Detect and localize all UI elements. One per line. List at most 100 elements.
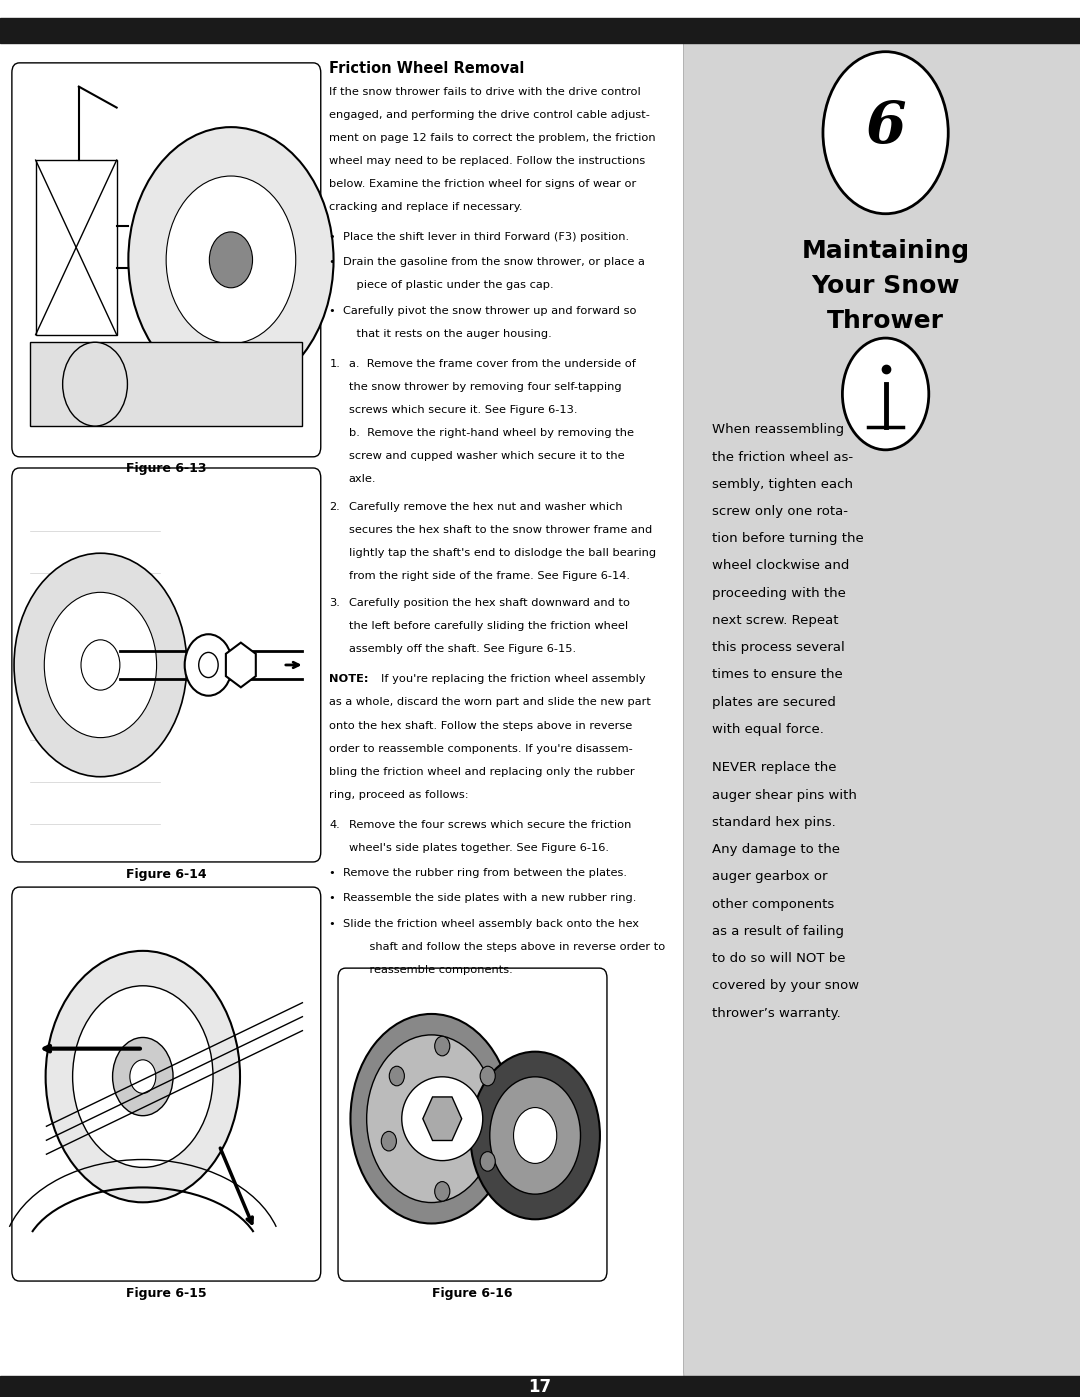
Text: secures the hex shaft to the snow thrower frame and: secures the hex shaft to the snow throwe… bbox=[349, 524, 652, 535]
Text: tion before turning the: tion before turning the bbox=[712, 532, 864, 545]
Circle shape bbox=[351, 1014, 513, 1224]
Bar bbox=[30, 342, 302, 426]
Text: Carefully remove the hex nut and washer which: Carefully remove the hex nut and washer … bbox=[349, 502, 622, 511]
Circle shape bbox=[435, 1182, 450, 1201]
Circle shape bbox=[367, 1035, 497, 1203]
Text: this process several: this process several bbox=[712, 641, 845, 654]
FancyBboxPatch shape bbox=[12, 63, 321, 457]
Text: Thrower: Thrower bbox=[827, 309, 944, 334]
Text: order to reassemble components. If you're disassem-: order to reassemble components. If you'r… bbox=[329, 743, 633, 753]
Text: wheel clockwise and: wheel clockwise and bbox=[712, 560, 849, 573]
Circle shape bbox=[185, 634, 232, 696]
Text: b.  Remove the right-hand wheel by removing the: b. Remove the right-hand wheel by removi… bbox=[349, 427, 634, 437]
Text: covered by your snow: covered by your snow bbox=[712, 979, 859, 992]
Circle shape bbox=[842, 338, 929, 450]
Text: Figure 6-13: Figure 6-13 bbox=[126, 462, 206, 475]
Text: sembly, tighten each: sembly, tighten each bbox=[712, 478, 853, 490]
Text: 2.: 2. bbox=[329, 502, 340, 511]
Text: 4.: 4. bbox=[329, 820, 340, 830]
Text: screw and cupped washer which secure it to the: screw and cupped washer which secure it … bbox=[349, 451, 624, 461]
Text: next screw. Repeat: next screw. Repeat bbox=[712, 615, 838, 627]
Text: Figure 6-14: Figure 6-14 bbox=[126, 868, 206, 880]
Text: 6: 6 bbox=[865, 99, 906, 155]
Text: If the snow thrower fails to drive with the drive control: If the snow thrower fails to drive with … bbox=[329, 87, 642, 96]
Text: piece of plastic under the gas cap.: piece of plastic under the gas cap. bbox=[342, 281, 554, 291]
Text: 17: 17 bbox=[528, 1377, 552, 1396]
Text: When reassembling: When reassembling bbox=[712, 423, 843, 436]
Text: Figure 6-15: Figure 6-15 bbox=[126, 1287, 206, 1299]
Bar bbox=[36, 161, 117, 335]
Text: •  Drain the gasoline from the snow thrower, or place a: • Drain the gasoline from the snow throw… bbox=[329, 257, 645, 267]
Text: screw only one rota-: screw only one rota- bbox=[712, 506, 848, 518]
Text: the left before carefully sliding the friction wheel: the left before carefully sliding the fr… bbox=[349, 622, 627, 631]
Circle shape bbox=[45, 951, 240, 1203]
Circle shape bbox=[823, 52, 948, 214]
Circle shape bbox=[481, 1151, 496, 1171]
Polygon shape bbox=[226, 643, 256, 687]
Circle shape bbox=[63, 342, 127, 426]
Text: the friction wheel as-: the friction wheel as- bbox=[712, 450, 853, 464]
FancyBboxPatch shape bbox=[684, 27, 1080, 1389]
Circle shape bbox=[514, 1108, 557, 1164]
Text: NEVER replace the: NEVER replace the bbox=[712, 761, 836, 774]
FancyBboxPatch shape bbox=[338, 968, 607, 1281]
Text: 1.: 1. bbox=[329, 359, 340, 369]
Text: •  Carefully pivot the snow thrower up and forward so: • Carefully pivot the snow thrower up an… bbox=[329, 306, 637, 316]
Circle shape bbox=[435, 1037, 450, 1056]
Text: Figure 6-16: Figure 6-16 bbox=[432, 1287, 513, 1299]
Text: Any damage to the: Any damage to the bbox=[712, 842, 840, 856]
Text: plates are secured: plates are secured bbox=[712, 696, 836, 708]
Text: a.  Remove the frame cover from the underside of: a. Remove the frame cover from the under… bbox=[349, 359, 636, 369]
Text: assembly off the shaft. See Figure 6-15.: assembly off the shaft. See Figure 6-15. bbox=[349, 644, 576, 654]
Text: ring, proceed as follows:: ring, proceed as follows: bbox=[329, 789, 469, 799]
Text: wheel may need to be replaced. Follow the instructions: wheel may need to be replaced. Follow th… bbox=[329, 156, 646, 166]
Text: auger gearbox or: auger gearbox or bbox=[712, 870, 827, 883]
Text: the snow thrower by removing four self-tapping: the snow thrower by removing four self-t… bbox=[349, 381, 621, 391]
Text: •  Place the shift lever in third Forward (F3) position.: • Place the shift lever in third Forward… bbox=[329, 232, 630, 242]
Text: lightly tap the shaft's end to dislodge the ball bearing: lightly tap the shaft's end to dislodge … bbox=[349, 548, 656, 557]
Text: thrower’s warranty.: thrower’s warranty. bbox=[712, 1006, 840, 1020]
Polygon shape bbox=[423, 1097, 462, 1140]
Text: •  Remove the rubber ring from between the plates.: • Remove the rubber ring from between th… bbox=[329, 868, 627, 879]
Text: 3.: 3. bbox=[329, 598, 340, 608]
Text: standard hex pins.: standard hex pins. bbox=[712, 816, 836, 828]
Circle shape bbox=[166, 176, 296, 344]
Bar bbox=[0, 1376, 1080, 1397]
Text: •  Reassemble the side plates with a new rubber ring.: • Reassemble the side plates with a new … bbox=[329, 893, 637, 904]
Text: NOTE:: NOTE: bbox=[329, 675, 369, 685]
Text: reassemble components.: reassemble components. bbox=[355, 965, 513, 975]
Text: as a whole, discard the worn part and slide the new part: as a whole, discard the worn part and sl… bbox=[329, 697, 651, 707]
Text: bling the friction wheel and replacing only the rubber: bling the friction wheel and replacing o… bbox=[329, 767, 635, 777]
Circle shape bbox=[130, 1060, 156, 1094]
Circle shape bbox=[210, 232, 253, 288]
Circle shape bbox=[14, 553, 187, 777]
Text: cracking and replace if necessary.: cracking and replace if necessary. bbox=[329, 201, 523, 212]
Text: onto the hex shaft. Follow the steps above in reverse: onto the hex shaft. Follow the steps abo… bbox=[329, 721, 633, 731]
Bar bbox=[0, 18, 1080, 43]
Circle shape bbox=[490, 1077, 581, 1194]
Circle shape bbox=[199, 652, 218, 678]
Text: Carefully position the hex shaft downward and to: Carefully position the hex shaft downwar… bbox=[349, 598, 630, 608]
Circle shape bbox=[389, 1066, 404, 1085]
Text: below. Examine the friction wheel for signs of wear or: below. Examine the friction wheel for si… bbox=[329, 179, 636, 189]
Circle shape bbox=[471, 1052, 600, 1220]
Text: wheel's side plates together. See Figure 6-16.: wheel's side plates together. See Figure… bbox=[349, 842, 609, 852]
Text: engaged, and performing the drive control cable adjust-: engaged, and performing the drive contro… bbox=[329, 110, 650, 120]
Text: times to ensure the: times to ensure the bbox=[712, 669, 842, 682]
Text: with equal force.: with equal force. bbox=[712, 724, 824, 736]
Text: If you're replacing the friction wheel assembly: If you're replacing the friction wheel a… bbox=[381, 675, 646, 685]
Circle shape bbox=[112, 1038, 173, 1116]
FancyBboxPatch shape bbox=[12, 468, 321, 862]
Text: from the right side of the frame. See Figure 6-14.: from the right side of the frame. See Fi… bbox=[349, 570, 630, 581]
Text: axle.: axle. bbox=[349, 474, 376, 483]
Text: Maintaining: Maintaining bbox=[801, 239, 970, 264]
Circle shape bbox=[481, 1066, 496, 1085]
Text: screws which secure it. See Figure 6-13.: screws which secure it. See Figure 6-13. bbox=[349, 405, 578, 415]
Text: proceeding with the: proceeding with the bbox=[712, 587, 846, 599]
Text: that it rests on the auger housing.: that it rests on the auger housing. bbox=[342, 328, 552, 338]
Circle shape bbox=[44, 592, 157, 738]
Text: ment on page 12 fails to correct the problem, the friction: ment on page 12 fails to correct the pro… bbox=[329, 133, 656, 142]
Text: to do so will NOT be: to do so will NOT be bbox=[712, 953, 846, 965]
Text: Remove the four screws which secure the friction: Remove the four screws which secure the … bbox=[349, 820, 631, 830]
Circle shape bbox=[72, 986, 213, 1168]
